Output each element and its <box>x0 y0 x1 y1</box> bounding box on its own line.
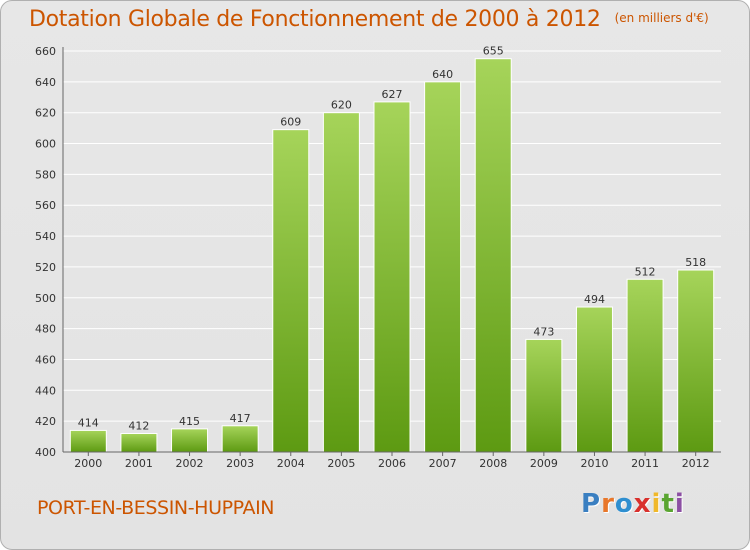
bar-2009[interactable] <box>525 338 563 453</box>
data-label: 627 <box>382 88 403 101</box>
bar-2010[interactable] <box>575 306 613 453</box>
y-tick-label: 620 <box>35 107 56 120</box>
data-label: 494 <box>584 293 605 306</box>
unit-note: (en milliers d'€) <box>614 11 709 25</box>
data-label: 609 <box>280 116 301 129</box>
bar-2005[interactable] <box>322 112 360 453</box>
x-tick-label: 2008 <box>479 457 507 470</box>
chart-title-text: Dotation Globale de Fonctionnement de 20… <box>29 7 601 32</box>
y-tick-label: 560 <box>35 199 56 212</box>
data-label: 412 <box>128 419 149 432</box>
data-label: 473 <box>533 325 554 338</box>
y-tick-label: 400 <box>35 446 56 459</box>
y-tick-label: 420 <box>35 415 56 428</box>
y-tick-label: 520 <box>35 261 56 274</box>
bar-2000[interactable] <box>69 429 107 453</box>
x-tick-label: 2011 <box>631 457 659 470</box>
x-tick-label: 2000 <box>74 457 102 470</box>
logo-letter: i <box>674 489 685 519</box>
chart-title: Dotation Globale de Fonctionnement de 20… <box>29 7 709 32</box>
data-label: 417 <box>230 412 251 425</box>
x-tick-label: 2007 <box>429 457 457 470</box>
x-tick-label: 2003 <box>226 457 254 470</box>
x-tick-label: 2009 <box>530 457 558 470</box>
logo-letter: P <box>581 489 602 519</box>
y-tick-label: 660 <box>35 45 56 58</box>
y-tick-label: 440 <box>35 384 56 397</box>
bar-2004[interactable] <box>272 129 310 453</box>
bar-2007[interactable] <box>424 81 462 453</box>
bar-2003[interactable] <box>221 425 259 453</box>
logo-letter: o <box>614 489 634 519</box>
bar-2002[interactable] <box>171 428 209 453</box>
data-label: 512 <box>635 265 656 278</box>
y-tick-label: 540 <box>35 230 56 243</box>
x-tick-label: 2002 <box>176 457 204 470</box>
data-label: 414 <box>78 416 99 429</box>
y-tick-label: 460 <box>35 353 56 366</box>
logo-letter: i <box>651 489 662 519</box>
y-tick-label: 480 <box>35 323 56 336</box>
x-tick-label: 2001 <box>125 457 153 470</box>
data-label: 518 <box>685 256 706 269</box>
x-tick-label: 2012 <box>682 457 710 470</box>
data-label: 620 <box>331 99 352 112</box>
y-tick-label: 580 <box>35 168 56 181</box>
y-tick-label: 600 <box>35 138 56 151</box>
bar-2012[interactable] <box>677 269 715 453</box>
y-tick-label: 500 <box>35 292 56 305</box>
y-tick-label: 640 <box>35 76 56 89</box>
x-tick-label: 2006 <box>378 457 406 470</box>
data-label: 640 <box>432 68 453 81</box>
x-tick-label: 2010 <box>580 457 608 470</box>
logo-letter: x <box>633 489 652 519</box>
place-name: PORT-EN-BESSIN-HUPPAIN <box>37 497 275 519</box>
bar-2006[interactable] <box>373 101 411 453</box>
bar-2008[interactable] <box>474 58 512 453</box>
proxiti-logo[interactable]: Proxiti <box>581 489 685 519</box>
bar-2001[interactable] <box>120 432 158 453</box>
x-tick-label: 2005 <box>327 457 355 470</box>
bar-2011[interactable] <box>626 278 664 453</box>
x-tick-label: 2004 <box>277 457 305 470</box>
data-label: 655 <box>483 45 504 58</box>
data-label: 415 <box>179 415 200 428</box>
logo-letter: r <box>601 489 615 519</box>
logo-letter: t <box>661 489 675 519</box>
